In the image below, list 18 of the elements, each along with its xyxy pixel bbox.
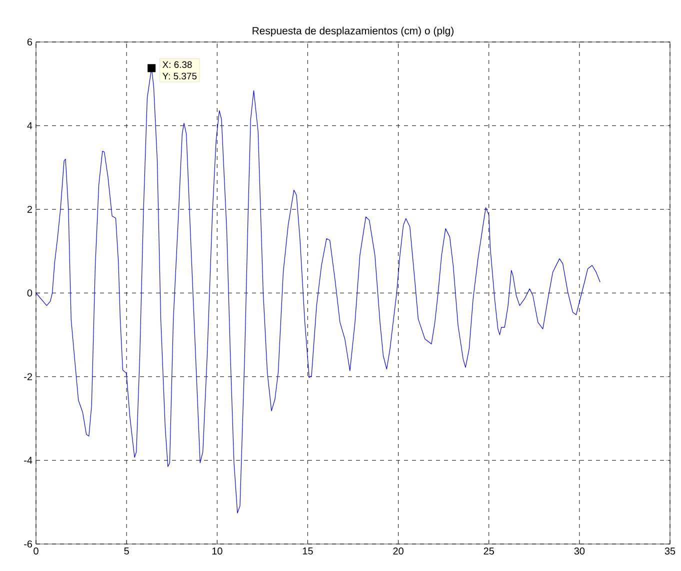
x-tick-label: 15	[302, 548, 313, 554]
annotation: X: 6.38	[162, 61, 192, 68]
x-tick-label: 25	[484, 548, 494, 555]
y-tick-label: 4	[27, 122, 32, 130]
x-tick-label: 20	[393, 548, 404, 555]
x-tick-label: 10	[212, 548, 222, 555]
y-tick-label: -6	[24, 540, 32, 548]
y-tick-label: 0	[27, 289, 32, 297]
y-tick-label: -2	[24, 373, 32, 380]
y-tick-label: 6	[27, 38, 32, 46]
x-tick-label: 5	[124, 548, 129, 554]
x-tick-label: 0	[34, 548, 38, 555]
annotation: Y: 5.375	[162, 72, 197, 80]
x-tick-label: 35	[664, 548, 676, 555]
chart-title: Respuesta de desplazamientos (cm) o (plg)	[252, 26, 454, 36]
x-tick-label: 30	[574, 548, 585, 555]
y-tick-label: -4	[24, 456, 32, 464]
y-tick-label: 2	[27, 206, 32, 213]
